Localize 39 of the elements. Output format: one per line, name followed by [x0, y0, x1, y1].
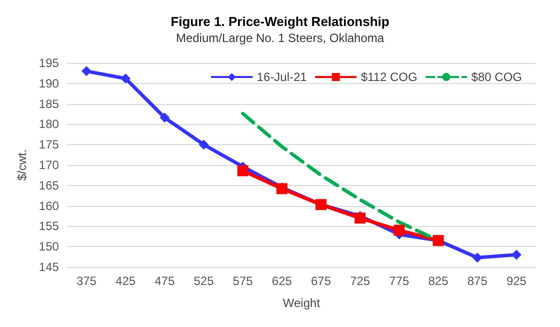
x-tick-label: 675 — [310, 274, 332, 288]
x-axis-title: Weight — [282, 296, 321, 310]
x-tick-label: 775 — [389, 274, 410, 288]
x-tick-label: 425 — [116, 274, 136, 288]
x-tick-label: 525 — [194, 274, 214, 288]
y-tick-label: 155 — [38, 219, 60, 234]
y-tick-label: 160 — [38, 198, 60, 213]
point — [198, 140, 209, 150]
point — [354, 212, 366, 224]
x-tick-label: 725 — [350, 274, 370, 288]
y-tick-label: 150 — [38, 240, 60, 254]
y-axis-title: $/cwt. — [15, 149, 29, 181]
chart-title: Figure 1. Price-Weight Relationship — [170, 14, 390, 29]
x-tick-label: 825 — [428, 274, 449, 288]
y-tick-label: 190 — [38, 76, 60, 90]
y-tick-label: 170 — [38, 158, 60, 172]
x-tick-label: 575 — [232, 274, 254, 288]
x-tick-label: 875 — [467, 274, 488, 288]
y-tick-label: 185 — [38, 96, 60, 111]
point — [394, 224, 405, 236]
y-tick-label: 165 — [38, 178, 60, 192]
point — [81, 66, 92, 76]
point — [120, 74, 131, 84]
point — [160, 112, 170, 123]
y-tick-label: 175 — [38, 138, 60, 152]
legend-label: 16-Jul-21 — [256, 70, 308, 84]
point — [472, 252, 482, 263]
x-tick-label: 625 — [272, 274, 292, 288]
y-tick-label: 180 — [38, 117, 60, 132]
chart-subtitle: Medium/Large No. 1 Steers, Oklahoma — [176, 31, 384, 45]
legend-label: $80 COG — [471, 70, 522, 84]
x-tick-label: 375 — [76, 274, 97, 288]
point — [237, 165, 248, 176]
y-tick-label: 195 — [38, 56, 60, 70]
x-tick-label: 925 — [506, 274, 527, 288]
legend-label: $112 COG — [360, 70, 418, 84]
point — [511, 250, 522, 260]
x-tick-label: 475 — [154, 274, 175, 288]
y-tick-label: 145 — [38, 260, 60, 274]
